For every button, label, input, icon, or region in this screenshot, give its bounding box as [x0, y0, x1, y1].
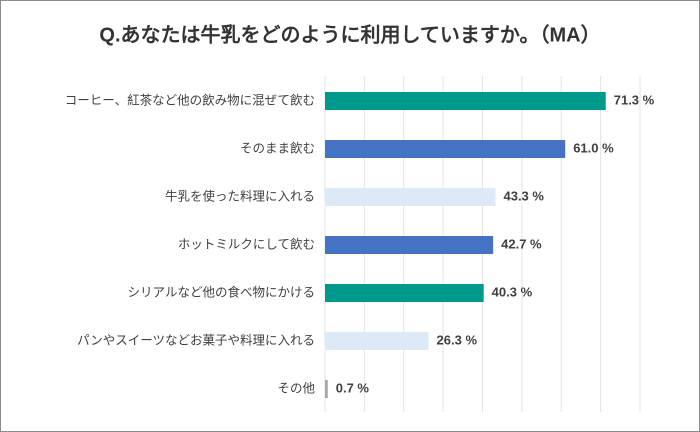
bar — [325, 140, 566, 158]
y-tick-label: コーヒー、紅茶など他の飲み物に混ぜて飲む — [65, 92, 315, 107]
value-label: 26.3 % — [437, 332, 478, 347]
bar — [325, 380, 328, 398]
y-tick-label: そのまま飲む — [240, 140, 315, 155]
value-label: 0.7 % — [336, 380, 370, 395]
bar — [325, 188, 496, 206]
y-tick-label: パンやスイーツなどお菓子や料理に入れる — [77, 333, 315, 347]
bar — [325, 332, 429, 350]
bar — [325, 236, 494, 254]
value-label: 71.3 % — [614, 92, 655, 107]
y-tick-label: シリアルなど他の食べ物にかける — [127, 284, 315, 299]
bar — [325, 92, 606, 110]
value-label: 43.3 % — [503, 188, 544, 203]
y-tick-label: その他 — [277, 381, 315, 395]
value-label: 61.0 % — [573, 140, 614, 155]
chart-title: Q.あなたは牛乳をどのように利用していますか。（MA） — [99, 22, 600, 46]
value-label: 42.7 % — [501, 236, 542, 251]
y-tick-label: 牛乳を使った料理に入れる — [165, 188, 315, 203]
value-label: 40.3 % — [492, 284, 533, 299]
y-tick-label: ホットミルクにして飲む — [178, 236, 315, 251]
bar — [325, 284, 484, 302]
